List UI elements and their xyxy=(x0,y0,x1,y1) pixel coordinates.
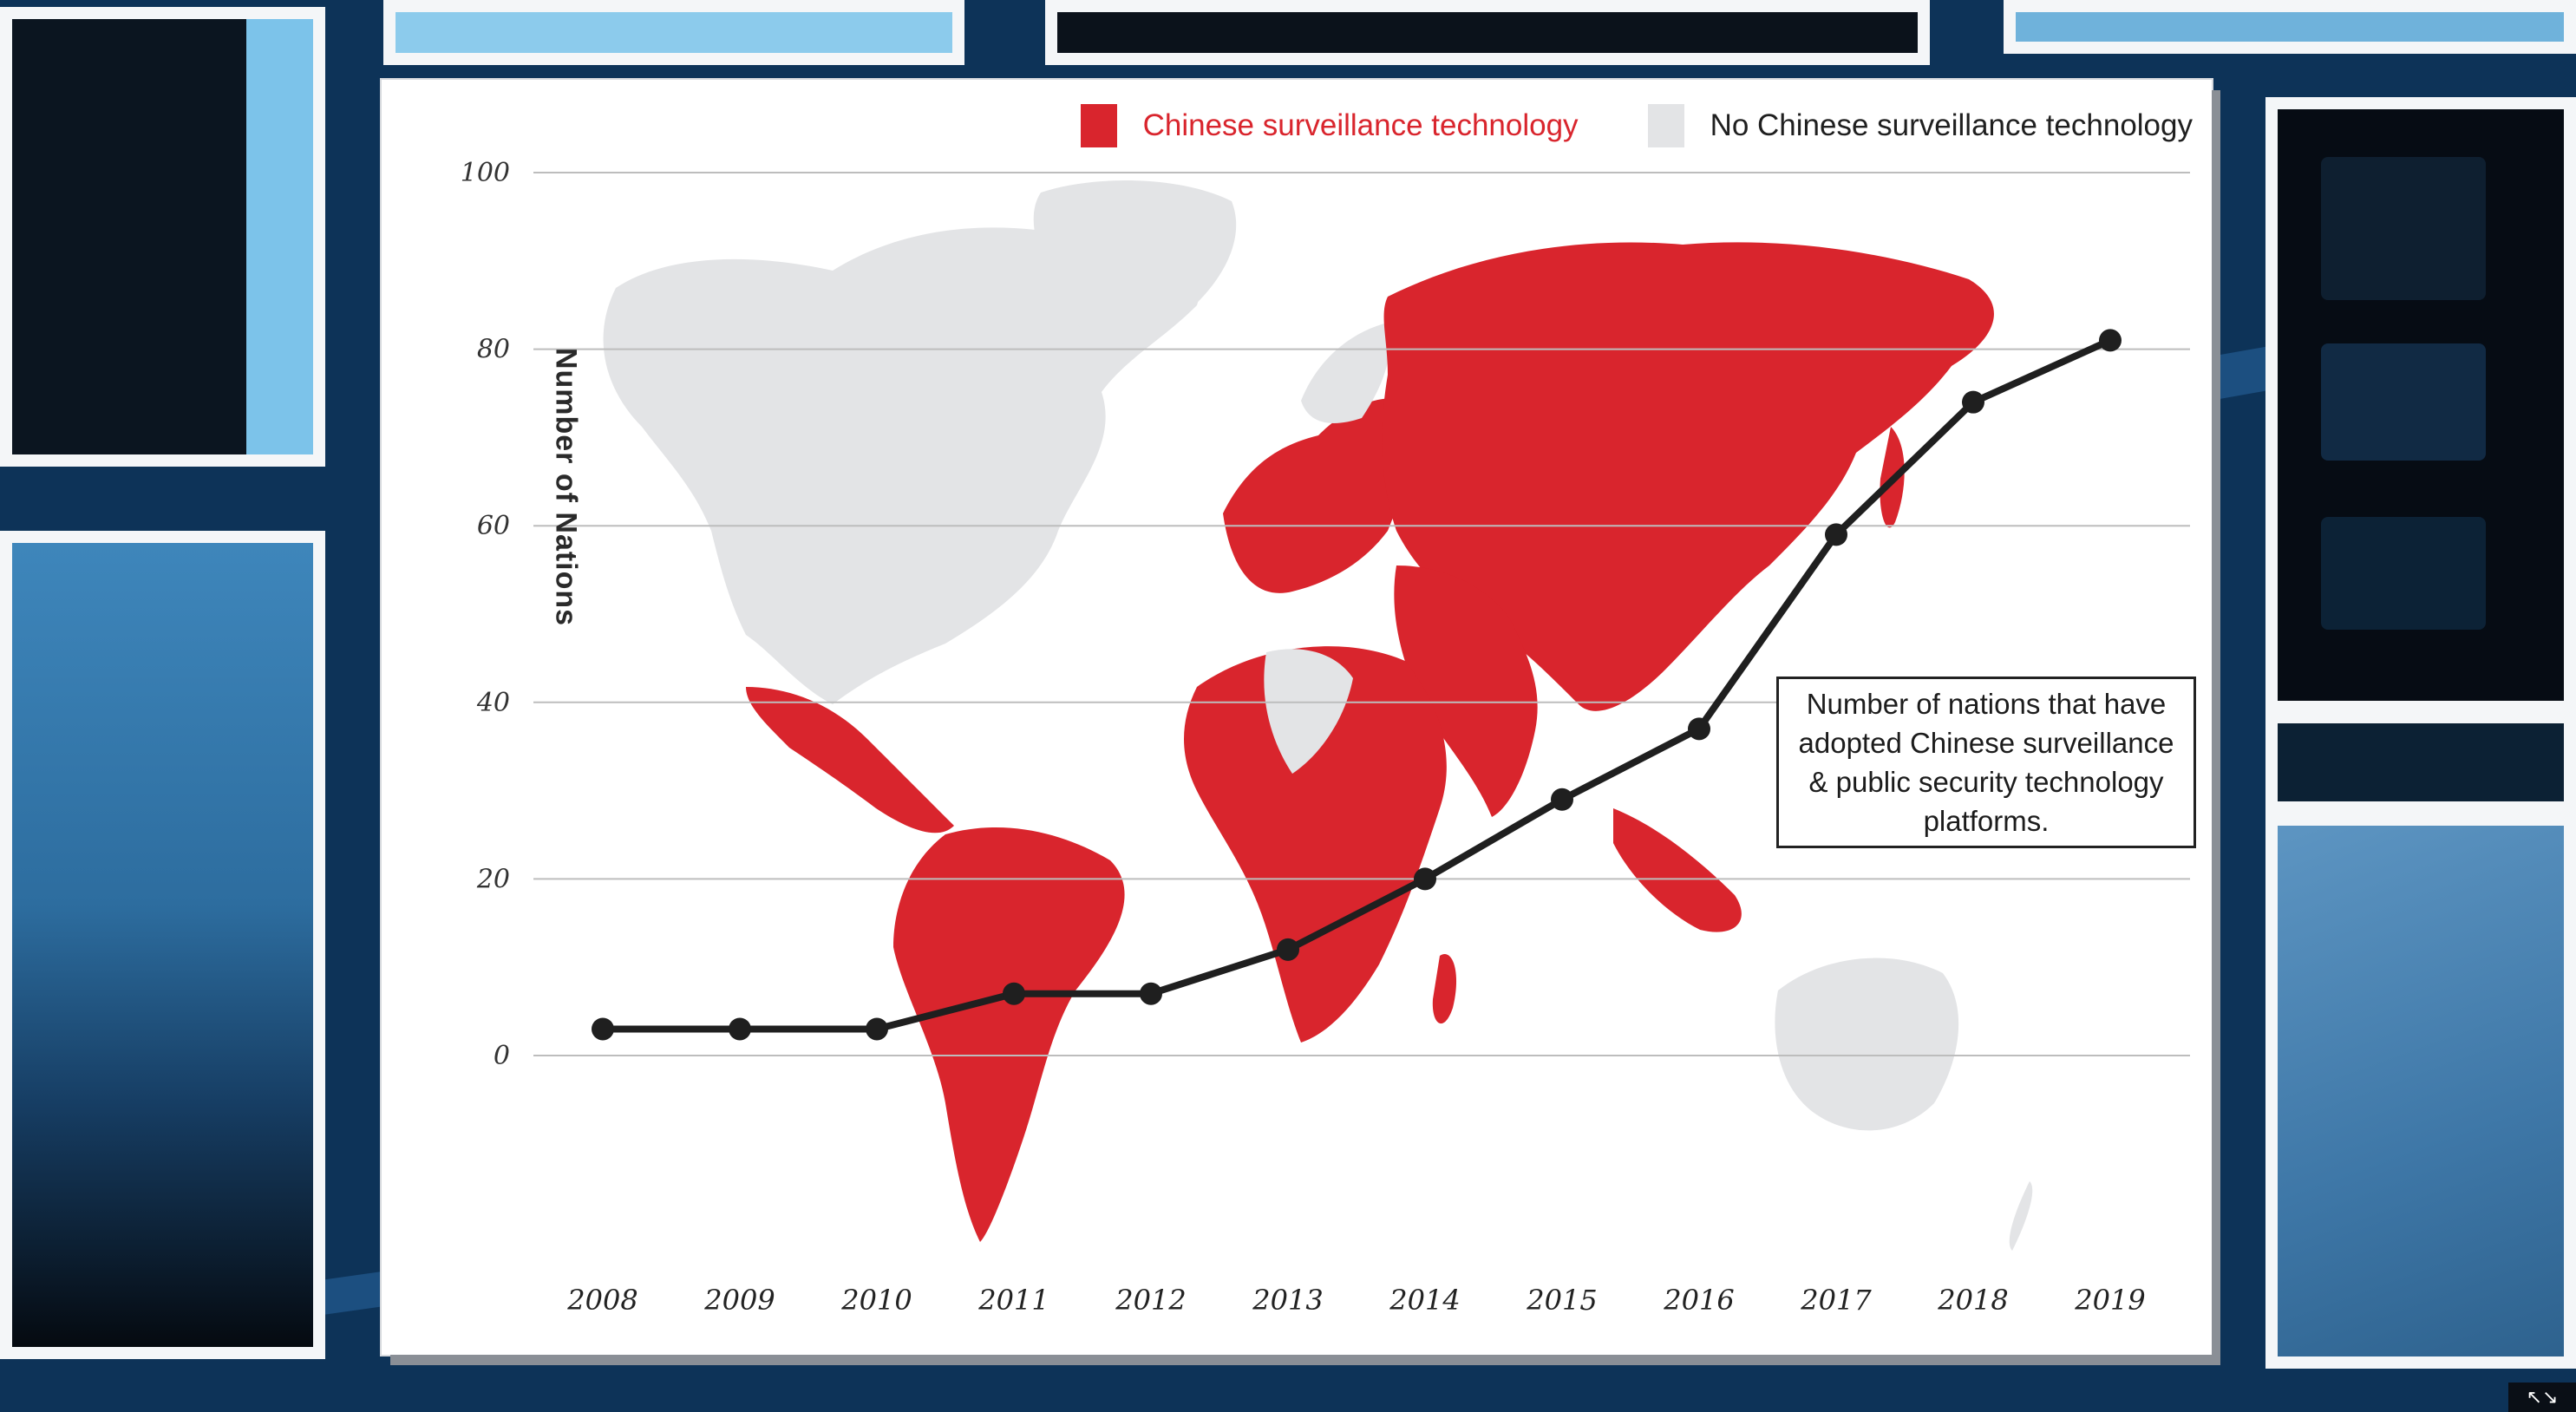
x-tick-label: 2008 xyxy=(566,1284,637,1317)
data-point xyxy=(1551,788,1573,811)
series-layer xyxy=(592,329,2122,1041)
map-south-america xyxy=(893,827,1125,1242)
data-point xyxy=(1688,717,1710,741)
map-southeast-asia xyxy=(1613,808,1742,932)
legend-item-adopted: Chinese surveillance technology xyxy=(1080,104,1579,147)
x-tick-label: 2014 xyxy=(1389,1284,1460,1317)
annotation-box: Number of nations that have adopted Chin… xyxy=(1776,677,2196,848)
background-photo-right-mid xyxy=(2265,711,2576,814)
legend-label-adopted: Chinese surveillance technology xyxy=(1142,108,1579,142)
y-tick-label: 100 xyxy=(461,158,510,188)
data-point xyxy=(1003,982,1025,1005)
y-tick-label: 20 xyxy=(476,864,510,894)
map-europe xyxy=(1223,398,1413,593)
x-tick-label: 2019 xyxy=(2074,1284,2145,1317)
x-tick-label: 2018 xyxy=(1937,1284,2008,1317)
background-photo-top-left xyxy=(0,7,325,467)
expand-arrows-icon[interactable]: ↖↘ xyxy=(2508,1383,2576,1412)
map-greenland xyxy=(1033,180,1237,344)
data-point xyxy=(729,1017,751,1041)
x-tick-label: 2012 xyxy=(1115,1284,1186,1317)
background-photo-left xyxy=(0,531,325,1359)
legend: Chinese surveillance technology No Chine… xyxy=(1011,104,2193,147)
map-mexico xyxy=(746,687,954,833)
background-photo-top-1 xyxy=(383,0,964,65)
map-north-america xyxy=(603,227,1200,704)
legend-item-not-adopted: No Chinese surveillance technology xyxy=(1647,104,2193,147)
series-line xyxy=(603,337,2112,1033)
y-tick-label: 0 xyxy=(494,1041,510,1071)
map-scandinavia xyxy=(1301,323,1390,423)
background-photo-top-2 xyxy=(1045,0,1930,65)
x-tick-label: 2009 xyxy=(703,1284,775,1317)
map-africa-north xyxy=(1264,649,1353,774)
x-tick-labels: 2008 2009 2010 2011 2012 2013 2014 2015 2016 2017… xyxy=(566,1284,2145,1317)
y-tick-label: 60 xyxy=(477,511,510,541)
map-south-asia xyxy=(1394,565,1538,817)
x-tick-label: 2017 xyxy=(1800,1284,1872,1317)
y-tick-label: 80 xyxy=(477,335,510,365)
x-tick-label: 2011 xyxy=(977,1284,1049,1317)
world-map xyxy=(603,180,2033,1251)
data-point xyxy=(1277,938,1299,961)
data-point xyxy=(1962,390,1984,414)
map-africa xyxy=(1184,646,1447,1043)
data-point xyxy=(866,1017,888,1041)
map-australia xyxy=(1775,958,1959,1131)
y-tick-label: 40 xyxy=(476,688,510,718)
background-photo-right-bottom xyxy=(2265,814,2576,1369)
map-madagascar xyxy=(1432,954,1457,1024)
map-new-zealand xyxy=(2009,1181,2033,1251)
chart-card: 0 20 40 60 80 100 2008 2009 2010 2011 2012 2013 201… xyxy=(382,80,2212,1355)
data-point xyxy=(1414,867,1436,891)
x-tick-label: 2010 xyxy=(840,1284,912,1317)
x-tick-label: 2016 xyxy=(1663,1284,1734,1317)
legend-swatch-not-adopted xyxy=(1647,104,1684,147)
map-asia xyxy=(1382,242,1994,711)
y-tick-labels: 0 20 40 60 80 100 xyxy=(461,158,510,1071)
legend-swatch-adopted xyxy=(1080,104,1117,147)
data-point xyxy=(592,1017,614,1041)
x-tick-label: 2015 xyxy=(1526,1284,1597,1317)
x-tick-label: 2013 xyxy=(1252,1284,1323,1317)
chart-svg: 0 20 40 60 80 100 2008 2009 2010 2011 2012 2013 201… xyxy=(461,158,2190,1317)
background-photo-right-top xyxy=(2265,97,2576,713)
annotation-text: Number of nations that have adopted Chin… xyxy=(1798,688,2174,837)
background-photo-top-3 xyxy=(2004,0,2576,54)
y-axis-label: Number of Nations xyxy=(549,347,583,627)
legend-label-not-adopted: No Chinese surveillance technology xyxy=(1710,108,2193,142)
data-point xyxy=(2099,329,2122,352)
data-point xyxy=(1825,523,1847,546)
data-point xyxy=(1140,982,1162,1005)
